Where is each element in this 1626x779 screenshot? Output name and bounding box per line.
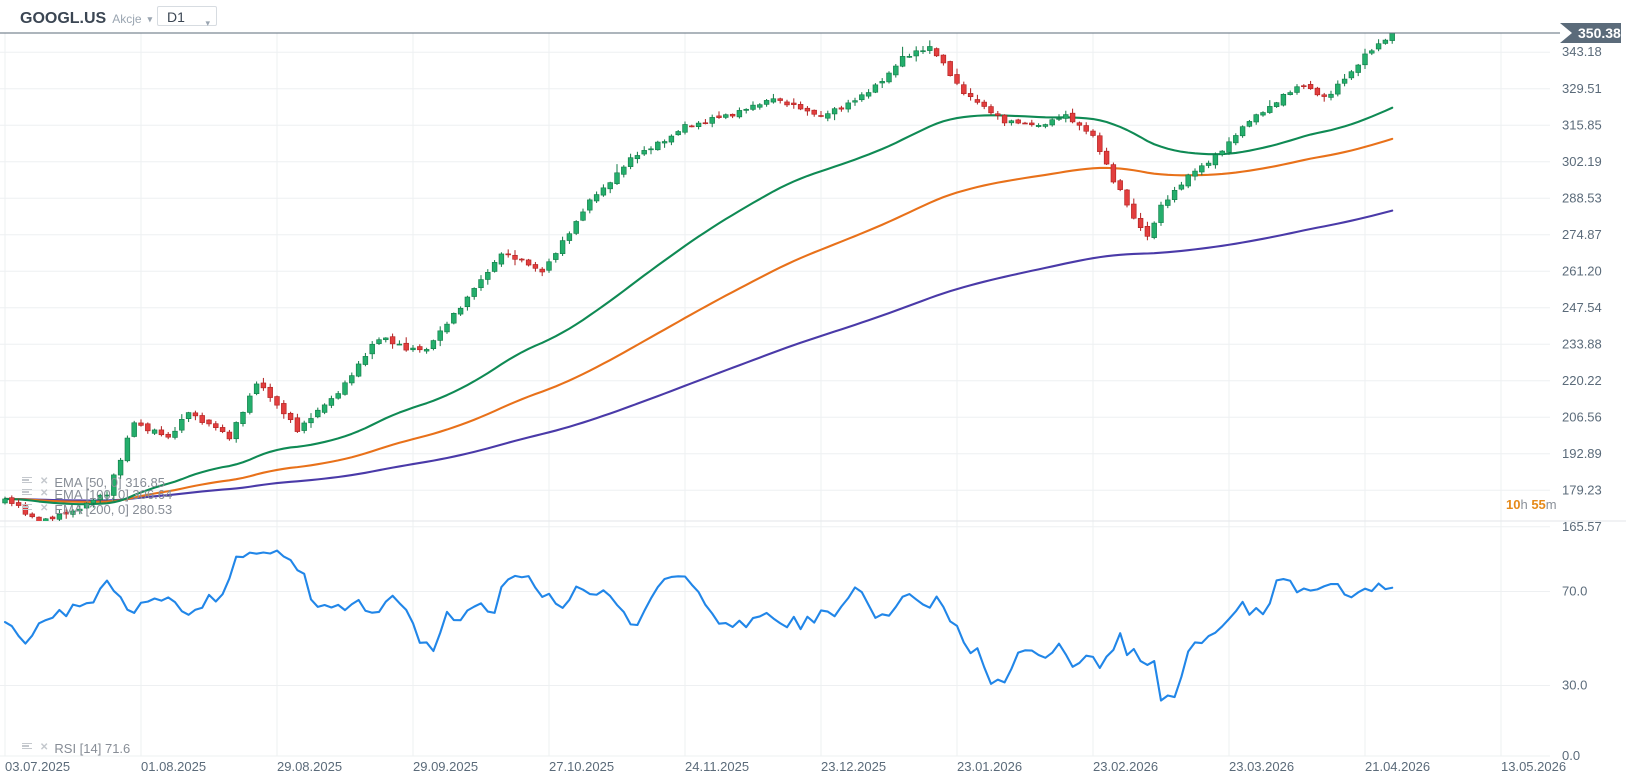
svg-text:24.11.2025: 24.11.2025 [685,759,749,774]
svg-text:23.03.2026: 23.03.2026 [1229,759,1294,774]
svg-text:329.51: 329.51 [1562,81,1602,96]
svg-text:30.0: 30.0 [1562,678,1587,693]
svg-text:01.08.2025: 01.08.2025 [141,759,206,774]
svg-text:350.38: 350.38 [1578,25,1621,41]
svg-text:179.23: 179.23 [1562,482,1602,497]
svg-text:13.05.2026: 13.05.2026 [1501,759,1566,774]
svg-text:206.56: 206.56 [1562,409,1602,424]
svg-text:315.85: 315.85 [1562,117,1602,132]
svg-text:220.22: 220.22 [1562,373,1602,388]
svg-text:192.89: 192.89 [1562,446,1602,461]
svg-text:03.07.2025: 03.07.2025 [5,759,70,774]
svg-text:288.53: 288.53 [1562,190,1602,205]
svg-text:29.08.2025: 29.08.2025 [277,759,342,774]
svg-text:70.0: 70.0 [1562,584,1587,599]
svg-text:27.10.2025: 27.10.2025 [549,759,614,774]
svg-text:23.12.2025: 23.12.2025 [821,759,886,774]
svg-text:23.02.2026: 23.02.2026 [1093,759,1158,774]
svg-text:29.09.2025: 29.09.2025 [413,759,478,774]
svg-text:274.87: 274.87 [1562,227,1602,242]
svg-text:247.54: 247.54 [1562,300,1602,315]
svg-text:21.04.2026: 21.04.2026 [1365,759,1430,774]
svg-text:302.19: 302.19 [1562,154,1602,169]
svg-text:233.88: 233.88 [1562,336,1602,351]
svg-text:261.20: 261.20 [1562,263,1602,278]
svg-text:343.18: 343.18 [1562,44,1602,59]
svg-text:23.01.2026: 23.01.2026 [957,759,1022,774]
